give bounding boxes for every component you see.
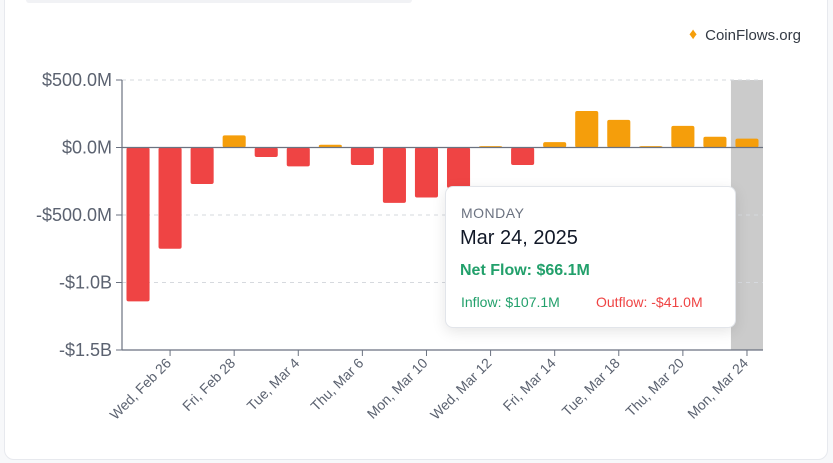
tooltip-day: MONDAY <box>461 205 525 221</box>
tooltip-inflow: Inflow: $107.1M <box>461 294 560 310</box>
y-tick-label: $0.0M <box>62 138 112 158</box>
tooltip: MONDAY Mar 24, 2025 Net Flow: $66.1M Inf… <box>445 186 736 328</box>
bar[interactable] <box>382 147 406 203</box>
bar[interactable] <box>190 147 214 184</box>
bar[interactable] <box>318 144 342 148</box>
y-tick-label: -$500.0M <box>36 205 112 225</box>
bar[interactable] <box>126 147 150 302</box>
bar[interactable] <box>158 147 182 249</box>
bar-series <box>126 111 759 302</box>
top-tab-strip <box>26 0 412 3</box>
tooltip-date: Mar 24, 2025 <box>460 227 578 249</box>
y-tick-labels: $500.0M $0.0M -$500.0M -$1.0B -$1.5B <box>36 70 122 360</box>
x-tick-label: Wed, Mar 12 <box>427 355 495 423</box>
x-tick-label: Mon, Mar 10 <box>364 355 431 422</box>
y-tick-label: -$1.5B <box>59 340 112 360</box>
bar[interactable] <box>543 142 567 148</box>
x-tick-label: Fri, Mar 14 <box>500 355 559 414</box>
tooltip-outflow: Outflow: -$41.0M <box>596 294 703 310</box>
bar[interactable] <box>350 147 374 166</box>
x-tick-label: Wed, Feb 26 <box>106 355 174 423</box>
y-tick-label: -$1.0B <box>59 273 112 293</box>
bar[interactable] <box>575 111 599 148</box>
y-tick-label: $500.0M <box>42 70 112 90</box>
bar[interactable] <box>414 147 439 198</box>
bar[interactable] <box>222 135 246 148</box>
brand-name: CoinFlows.org <box>705 26 801 44</box>
grid-lines <box>122 79 763 283</box>
bar[interactable] <box>511 147 535 166</box>
bar[interactable] <box>735 138 759 148</box>
x-tick-label: Thu, Mar 20 <box>622 355 687 420</box>
bar[interactable] <box>671 125 695 148</box>
x-tick-labels: Wed, Feb 26 Fri, Feb 28 Tue, Mar 4 Thu, Mar… <box>106 350 751 423</box>
bar[interactable] <box>254 147 278 157</box>
x-tick-label: Tue, Mar 18 <box>559 355 623 419</box>
x-tick-label: Tue, Mar 4 <box>244 355 303 414</box>
tooltip-net-flow: Net Flow: $66.1M <box>460 262 590 279</box>
x-tick-label: Fri, Feb 28 <box>179 355 238 414</box>
x-tick-label: Mon, Mar 24 <box>684 355 751 422</box>
bar[interactable] <box>607 119 631 148</box>
brand-attribution[interactable]: ♦ CoinFlows.org <box>689 26 801 44</box>
diamond-icon: ♦ <box>688 26 698 43</box>
bar[interactable] <box>446 147 471 189</box>
bar[interactable] <box>286 147 310 167</box>
x-tick-label: Thu, Mar 6 <box>307 355 366 414</box>
bar[interactable] <box>703 136 727 148</box>
